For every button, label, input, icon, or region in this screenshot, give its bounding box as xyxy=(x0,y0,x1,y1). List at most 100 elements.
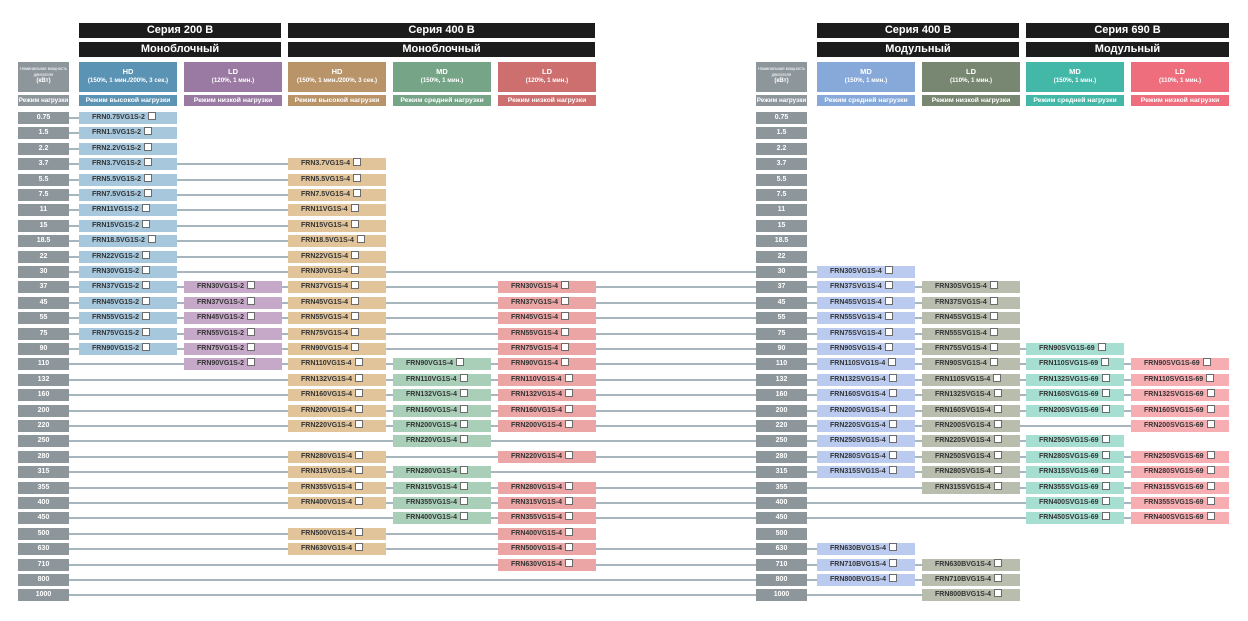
model-cell[interactable]: FRN160VG1S-4 xyxy=(288,389,386,401)
model-cell[interactable]: FRN355VG1S-4 xyxy=(498,512,596,524)
checkbox-icon[interactable] xyxy=(356,235,365,243)
checkbox-icon[interactable] xyxy=(989,328,998,336)
model-cell[interactable]: FRN220SVG1S-4 xyxy=(922,435,1020,447)
model-cell[interactable]: FRN315VG1S-4 xyxy=(288,466,386,478)
model-cell[interactable]: FRN355SVG1S-69 xyxy=(1131,497,1229,509)
checkbox-icon[interactable] xyxy=(353,189,362,197)
model-cell[interactable]: FRN630BVG1S-4 xyxy=(922,559,1020,571)
model-cell[interactable]: FRN315SVG1S-4 xyxy=(817,466,915,478)
model-cell[interactable]: FRN160SVG1S-69 xyxy=(1026,389,1124,401)
checkbox-icon[interactable] xyxy=(351,251,360,259)
checkbox-icon[interactable] xyxy=(1101,482,1110,490)
checkbox-icon[interactable] xyxy=(561,312,570,320)
checkbox-icon[interactable] xyxy=(144,127,153,135)
model-cell[interactable]: FRN37VG1S-4 xyxy=(288,281,386,293)
model-cell[interactable]: FRN18.5VG1S-4 xyxy=(288,235,386,247)
checkbox-icon[interactable] xyxy=(994,574,1003,582)
checkbox-icon[interactable] xyxy=(994,559,1003,567)
model-cell[interactable]: FRN22VG1S-2 xyxy=(79,251,177,263)
model-cell[interactable]: FRN280SVG1S-69 xyxy=(1026,451,1124,463)
checkbox-icon[interactable] xyxy=(884,297,893,305)
model-cell[interactable]: FRN630VG1S-4 xyxy=(498,559,596,571)
model-cell[interactable]: FRN400SVG1S-69 xyxy=(1026,497,1124,509)
model-cell[interactable]: FRN800BVG1S-4 xyxy=(817,574,915,586)
checkbox-icon[interactable] xyxy=(989,281,998,289)
model-cell[interactable]: FRN315VG1S-4 xyxy=(498,497,596,509)
checkbox-icon[interactable] xyxy=(142,297,151,305)
checkbox-icon[interactable] xyxy=(142,281,151,289)
model-cell[interactable]: FRN250SVG1S-4 xyxy=(817,435,915,447)
model-cell[interactable]: FRN45SVG1S-4 xyxy=(817,297,915,309)
checkbox-icon[interactable] xyxy=(1101,389,1110,397)
checkbox-icon[interactable] xyxy=(459,512,468,520)
model-cell[interactable]: FRN55VG1S-2 xyxy=(79,312,177,324)
checkbox-icon[interactable] xyxy=(141,204,150,212)
checkbox-icon[interactable] xyxy=(1206,389,1215,397)
checkbox-icon[interactable] xyxy=(889,574,898,582)
model-cell[interactable]: FRN3.7VG1S-4 xyxy=(288,158,386,170)
model-cell[interactable]: FRN400SVG1S-69 xyxy=(1131,512,1229,524)
model-cell[interactable]: FRN37VG1S-2 xyxy=(79,281,177,293)
checkbox-icon[interactable] xyxy=(993,451,1002,459)
model-cell[interactable]: FRN30VG1S-4 xyxy=(288,266,386,278)
checkbox-icon[interactable] xyxy=(889,559,898,567)
checkbox-icon[interactable] xyxy=(993,420,1002,428)
model-cell[interactable]: FRN132SVG1S-69 xyxy=(1131,389,1229,401)
checkbox-icon[interactable] xyxy=(351,266,360,274)
model-cell[interactable]: FRN280VG1S-4 xyxy=(498,482,596,494)
checkbox-icon[interactable] xyxy=(350,204,359,212)
model-cell[interactable]: FRN315VG1S-4 xyxy=(393,482,491,494)
model-cell[interactable]: FRN45VG1S-4 xyxy=(498,312,596,324)
model-cell[interactable]: FRN1.5VG1S-2 xyxy=(79,127,177,139)
checkbox-icon[interactable] xyxy=(888,435,897,443)
model-cell[interactable]: FRN55VG1S-2 xyxy=(184,328,282,340)
model-cell[interactable]: FRN30VG1S-2 xyxy=(184,281,282,293)
checkbox-icon[interactable] xyxy=(354,374,363,382)
checkbox-icon[interactable] xyxy=(888,374,897,382)
model-cell[interactable]: FRN160SVG1S-4 xyxy=(817,389,915,401)
model-cell[interactable]: FRN280SVG1S-69 xyxy=(1131,466,1229,478)
model-cell[interactable]: FRN75VG1S-4 xyxy=(288,328,386,340)
model-cell[interactable]: FRN160VG1S-4 xyxy=(393,405,491,417)
checkbox-icon[interactable] xyxy=(354,466,363,474)
checkbox-icon[interactable] xyxy=(354,528,363,536)
model-cell[interactable]: FRN355SVG1S-69 xyxy=(1026,482,1124,494)
checkbox-icon[interactable] xyxy=(247,281,256,289)
checkbox-icon[interactable] xyxy=(354,420,363,428)
checkbox-icon[interactable] xyxy=(142,251,151,259)
checkbox-icon[interactable] xyxy=(888,466,897,474)
model-cell[interactable]: FRN355VG1S-4 xyxy=(393,497,491,509)
model-cell[interactable]: FRN110SVG1S-4 xyxy=(817,358,915,370)
checkbox-icon[interactable] xyxy=(561,358,570,366)
model-cell[interactable]: FRN90VG1S-2 xyxy=(184,358,282,370)
checkbox-icon[interactable] xyxy=(989,358,998,366)
checkbox-icon[interactable] xyxy=(884,312,893,320)
checkbox-icon[interactable] xyxy=(561,297,570,305)
model-cell[interactable]: FRN132SVG1S-4 xyxy=(817,374,915,386)
model-cell[interactable]: FRN75VG1S-2 xyxy=(184,343,282,355)
model-cell[interactable]: FRN160SVG1S-4 xyxy=(922,405,1020,417)
model-cell[interactable]: FRN75SVG1S-4 xyxy=(922,343,1020,355)
checkbox-icon[interactable] xyxy=(888,358,897,366)
model-cell[interactable]: FRN3.7VG1S-2 xyxy=(79,158,177,170)
checkbox-icon[interactable] xyxy=(1206,374,1215,382)
model-cell[interactable]: FRN250SVG1S-69 xyxy=(1131,451,1229,463)
checkbox-icon[interactable] xyxy=(1101,358,1110,366)
model-cell[interactable]: FRN450SVG1S-69 xyxy=(1026,512,1124,524)
model-cell[interactable]: FRN220VG1S-4 xyxy=(393,435,491,447)
model-cell[interactable]: FRN315SVG1S-69 xyxy=(1026,466,1124,478)
model-cell[interactable]: FRN55VG1S-4 xyxy=(288,312,386,324)
model-cell[interactable]: FRN75VG1S-4 xyxy=(498,343,596,355)
model-cell[interactable]: FRN90SVG1S-4 xyxy=(922,358,1020,370)
model-cell[interactable]: FRN110VG1S-4 xyxy=(288,358,386,370)
checkbox-icon[interactable] xyxy=(564,420,573,428)
model-cell[interactable]: FRN400VG1S-4 xyxy=(498,528,596,540)
checkbox-icon[interactable] xyxy=(888,420,897,428)
checkbox-icon[interactable] xyxy=(351,297,360,305)
checkbox-icon[interactable] xyxy=(147,235,156,243)
model-cell[interactable]: FRN220SVG1S-4 xyxy=(817,420,915,432)
model-cell[interactable]: FRN132VG1S-4 xyxy=(393,389,491,401)
checkbox-icon[interactable] xyxy=(353,174,362,182)
checkbox-icon[interactable] xyxy=(888,405,897,413)
model-cell[interactable]: FRN37VG1S-2 xyxy=(184,297,282,309)
